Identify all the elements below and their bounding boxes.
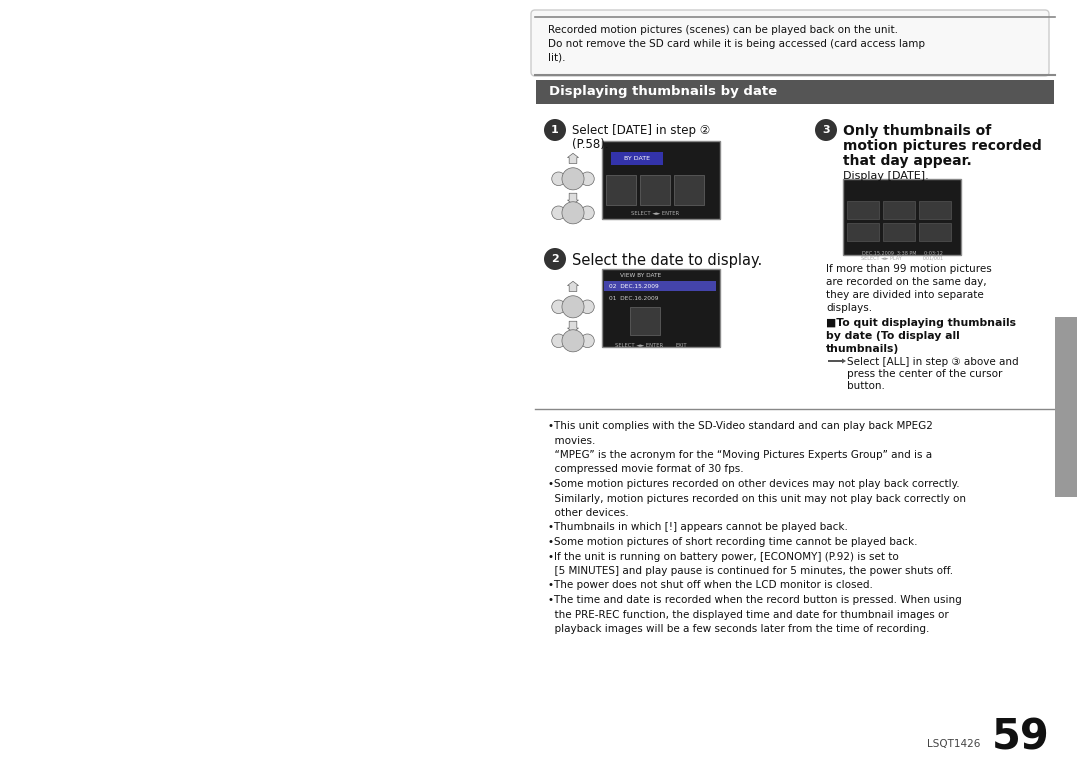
Text: SELECT ◄► ENTER: SELECT ◄► ENTER xyxy=(615,343,663,348)
Text: 3: 3 xyxy=(822,125,829,135)
Circle shape xyxy=(581,334,594,347)
Text: Select the date to display.: Select the date to display. xyxy=(572,253,762,268)
Circle shape xyxy=(581,206,594,219)
Text: SELECT ◄► ENTER: SELECT ◄► ENTER xyxy=(631,211,679,216)
Text: Display [DATE].: Display [DATE]. xyxy=(843,171,929,181)
Bar xyxy=(674,175,704,205)
Bar xyxy=(847,201,879,219)
Bar xyxy=(847,223,879,241)
Bar xyxy=(843,179,961,255)
Bar xyxy=(604,281,716,291)
Text: VIEW BY DATE: VIEW BY DATE xyxy=(620,273,661,278)
Text: Recorded motion pictures (scenes) can be played back on the unit.: Recorded motion pictures (scenes) can be… xyxy=(548,25,897,35)
Bar xyxy=(630,307,660,335)
FancyArrow shape xyxy=(567,281,579,291)
Circle shape xyxy=(552,206,565,219)
Text: •The power does not shut off when the LCD monitor is closed.: •The power does not shut off when the LC… xyxy=(548,581,873,591)
Text: compressed movie format of 30 fps.: compressed movie format of 30 fps. xyxy=(548,465,744,475)
Text: 2: 2 xyxy=(551,254,558,264)
Text: other devices.: other devices. xyxy=(548,508,629,518)
Bar xyxy=(606,175,636,205)
Text: motion pictures recorded: motion pictures recorded xyxy=(843,139,1042,153)
FancyBboxPatch shape xyxy=(531,10,1049,76)
Text: Select [DATE] in step ②: Select [DATE] in step ② xyxy=(572,124,711,137)
Text: ■To quit displaying thumbnails: ■To quit displaying thumbnails xyxy=(826,318,1016,328)
Text: •The time and date is recorded when the record button is pressed. When using: •The time and date is recorded when the … xyxy=(548,595,962,605)
Circle shape xyxy=(544,119,566,141)
Text: Similarly, motion pictures recorded on this unit may not play back correctly on: Similarly, motion pictures recorded on t… xyxy=(548,493,966,503)
Circle shape xyxy=(581,172,594,186)
Circle shape xyxy=(562,330,584,352)
Text: [5 MINUTES] and play pause is continued for 5 minutes, the power shuts off.: [5 MINUTES] and play pause is continued … xyxy=(548,566,954,576)
Circle shape xyxy=(544,248,566,270)
Bar xyxy=(883,223,915,241)
Circle shape xyxy=(815,119,837,141)
Text: are recorded on the same day,: are recorded on the same day, xyxy=(826,277,987,287)
Bar xyxy=(602,141,720,219)
Text: 02  DEC.15.2009: 02 DEC.15.2009 xyxy=(609,284,659,288)
Text: lit).: lit). xyxy=(548,53,566,63)
Circle shape xyxy=(552,172,565,186)
Text: BY DATE: BY DATE xyxy=(624,156,650,162)
Bar xyxy=(919,223,951,241)
Text: Only thumbnails of: Only thumbnails of xyxy=(843,124,991,138)
Text: 1: 1 xyxy=(551,125,558,135)
Bar xyxy=(602,269,720,347)
Text: thumbnails): thumbnails) xyxy=(826,344,900,354)
Bar xyxy=(611,152,663,165)
Text: DEC.15.2009  3:38 PM     0:03:12: DEC.15.2009 3:38 PM 0:03:12 xyxy=(862,251,943,256)
Circle shape xyxy=(562,168,584,190)
Text: (P.58).: (P.58). xyxy=(572,138,609,151)
Text: that day appear.: that day appear. xyxy=(843,154,972,168)
Text: the PRE-REC function, the displayed time and date for thumbnail images or: the PRE-REC function, the displayed time… xyxy=(548,610,948,620)
Text: LSQT1426: LSQT1426 xyxy=(927,739,980,749)
Text: •If the unit is running on battery power, [ECONOMY] (P.92) is set to: •If the unit is running on battery power… xyxy=(548,551,899,561)
Text: they are divided into separate: they are divided into separate xyxy=(826,290,984,300)
Circle shape xyxy=(552,300,565,314)
FancyArrow shape xyxy=(567,193,579,204)
Bar xyxy=(919,201,951,219)
Bar xyxy=(536,80,1054,104)
FancyArrow shape xyxy=(828,358,846,364)
Text: If more than 99 motion pictures: If more than 99 motion pictures xyxy=(826,264,991,274)
Text: •Some motion pictures recorded on other devices may not play back correctly.: •Some motion pictures recorded on other … xyxy=(548,479,960,489)
Text: “MPEG” is the acronym for the “Moving Pictures Experts Group” and is a: “MPEG” is the acronym for the “Moving Pi… xyxy=(548,450,932,460)
Bar xyxy=(640,175,670,205)
Text: •This unit complies with the SD-Video standard and can play back MPEG2: •This unit complies with the SD-Video st… xyxy=(548,421,933,431)
Circle shape xyxy=(562,202,584,224)
Bar xyxy=(1055,317,1077,497)
Text: movies.: movies. xyxy=(548,436,595,446)
Text: Select [ALL] in step ③ above and: Select [ALL] in step ③ above and xyxy=(847,357,1018,367)
Text: button.: button. xyxy=(847,381,885,391)
Circle shape xyxy=(552,334,565,347)
Text: SELECT ◄► PLAY              001/001: SELECT ◄► PLAY 001/001 xyxy=(861,256,943,261)
Text: playback images will be a few seconds later from the time of recording.: playback images will be a few seconds la… xyxy=(548,624,930,634)
Text: Do not remove the SD card while it is being accessed (card access lamp: Do not remove the SD card while it is be… xyxy=(548,39,924,49)
Text: displays.: displays. xyxy=(826,303,873,313)
Text: by date (To display all: by date (To display all xyxy=(826,331,960,341)
Circle shape xyxy=(581,300,594,314)
Circle shape xyxy=(562,296,584,318)
FancyArrow shape xyxy=(567,321,579,332)
Text: •Thumbnails in which [!] appears cannot be played back.: •Thumbnails in which [!] appears cannot … xyxy=(548,522,848,532)
Text: EXIT: EXIT xyxy=(675,343,687,348)
Text: Displaying thumbnails by date: Displaying thumbnails by date xyxy=(549,85,778,98)
Text: •Some motion pictures of short recording time cannot be played back.: •Some motion pictures of short recording… xyxy=(548,537,918,547)
Bar xyxy=(883,201,915,219)
Text: 01  DEC.16.2009: 01 DEC.16.2009 xyxy=(609,297,659,301)
Text: 59: 59 xyxy=(993,717,1050,759)
FancyArrow shape xyxy=(567,153,579,163)
Text: press the center of the cursor: press the center of the cursor xyxy=(847,369,1002,379)
